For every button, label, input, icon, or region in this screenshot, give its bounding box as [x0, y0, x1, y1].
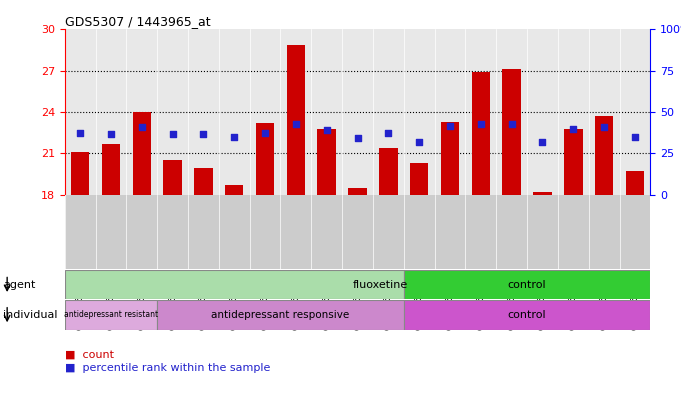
- Bar: [256, 123, 274, 195]
- Bar: [287, 44, 305, 195]
- Point: [475, 121, 486, 127]
- Bar: [410, 163, 428, 195]
- Point: [106, 131, 116, 137]
- Bar: [133, 112, 151, 195]
- Point: [383, 130, 394, 136]
- Bar: [379, 148, 398, 195]
- Bar: [503, 69, 521, 195]
- Point: [290, 121, 301, 127]
- Bar: [564, 129, 582, 195]
- Bar: [441, 122, 459, 195]
- Point: [352, 135, 363, 141]
- Text: ■  percentile rank within the sample: ■ percentile rank within the sample: [65, 363, 270, 373]
- Bar: [533, 192, 552, 195]
- Bar: [595, 116, 614, 195]
- Bar: [626, 171, 644, 195]
- Point: [75, 130, 86, 136]
- Point: [229, 134, 240, 140]
- Point: [136, 124, 147, 130]
- Bar: [317, 129, 336, 195]
- Text: individual: individual: [3, 310, 58, 320]
- Bar: [404, 300, 650, 330]
- Bar: [71, 152, 89, 195]
- Bar: [348, 187, 367, 195]
- Point: [259, 130, 270, 136]
- Point: [445, 123, 456, 129]
- Text: ■  count: ■ count: [65, 349, 114, 359]
- Bar: [471, 72, 490, 195]
- Text: agent: agent: [3, 280, 36, 290]
- Text: antidepressant resistant: antidepressant resistant: [64, 310, 158, 320]
- Point: [198, 131, 209, 137]
- Bar: [404, 270, 650, 299]
- Bar: [225, 185, 244, 195]
- Point: [537, 139, 548, 145]
- Point: [321, 127, 332, 133]
- Text: GDS5307 / 1443965_at: GDS5307 / 1443965_at: [65, 15, 210, 28]
- Bar: [101, 143, 120, 195]
- Point: [629, 134, 640, 140]
- Bar: [65, 300, 157, 330]
- Bar: [163, 160, 182, 195]
- Text: antidepressant responsive: antidepressant responsive: [211, 310, 349, 320]
- Text: fluoxetine: fluoxetine: [353, 280, 409, 290]
- Point: [506, 121, 517, 127]
- Point: [599, 124, 609, 130]
- Bar: [65, 270, 404, 299]
- Point: [167, 131, 178, 137]
- Point: [414, 139, 425, 145]
- Text: control: control: [508, 310, 546, 320]
- Bar: [157, 300, 404, 330]
- Bar: [194, 168, 212, 195]
- Point: [568, 125, 579, 132]
- Text: control: control: [508, 280, 546, 290]
